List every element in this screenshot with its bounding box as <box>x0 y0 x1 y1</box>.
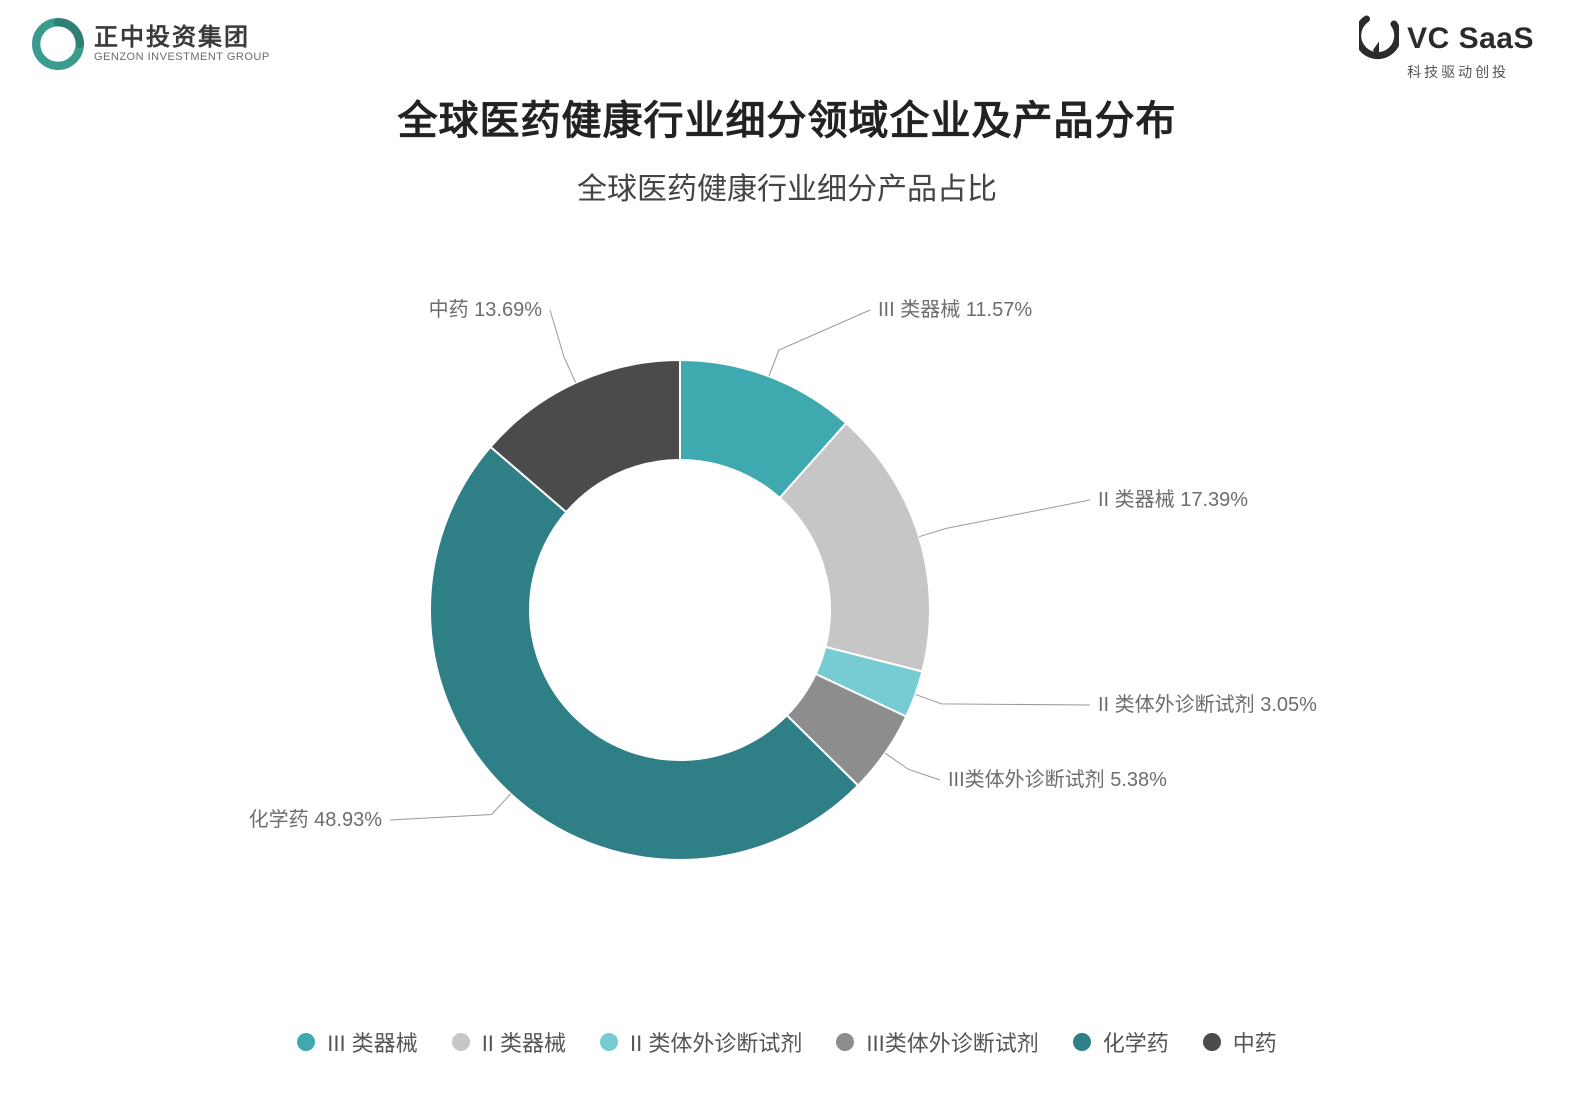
leader-s5 <box>390 794 511 820</box>
legend-swatch-s2 <box>452 1033 470 1051</box>
donut-chart: III 类器械 11.57% II 类器械 17.39% II 类体外诊断试剂 3.… <box>0 230 1574 930</box>
legend-item-s5: 化学药 <box>1073 1026 1169 1058</box>
genzon-logo-icon <box>32 18 84 70</box>
leader-s2 <box>919 500 1090 537</box>
legend-label-s6: 中药 <box>1233 1026 1277 1058</box>
page-subtitle: 全球医药健康行业细分产品占比 <box>0 164 1574 208</box>
legend-item-s6: 中药 <box>1203 1026 1277 1058</box>
legend-item-s2: II 类器械 <box>452 1026 566 1058</box>
genzon-logo-cn: 正中投资集团 <box>94 25 270 51</box>
slice-label-s4: III类体外诊断试剂 5.38% <box>948 768 1167 791</box>
legend-swatch-s3 <box>600 1033 618 1051</box>
legend: III 类器械 II 类器械 II 类体外诊断试剂 III类体外诊断试剂 化学药 中药 <box>0 1026 1574 1058</box>
slice-label-s6: 中药 13.69% <box>429 298 543 321</box>
genzon-logo: 正中投资集团 GENZON INVESTMENT GROUP <box>32 18 270 70</box>
legend-label-s3: II 类体外诊断试剂 <box>630 1026 802 1058</box>
legend-swatch-s1 <box>297 1033 315 1051</box>
legend-swatch-s4 <box>836 1033 854 1051</box>
slice-label-s3: II 类体外诊断试剂 3.05% <box>1098 693 1317 716</box>
leader-s6 <box>550 310 576 383</box>
legend-label-s1: III 类器械 <box>327 1026 417 1058</box>
legend-label-s5: 化学药 <box>1103 1026 1169 1058</box>
legend-swatch-s5 <box>1073 1033 1091 1051</box>
slice-label-s1: III 类器械 11.57% <box>878 298 1032 321</box>
page-title: 全球医药健康行业细分领域企业及产品分布 <box>0 88 1574 146</box>
title-block: 全球医药健康行业细分领域企业及产品分布 全球医药健康行业细分产品占比 <box>0 88 1574 208</box>
vcsaas-logo: VC SaaS 科技驱动创投 <box>1359 14 1534 82</box>
vcsaas-logo-main: VC SaaS <box>1407 22 1534 56</box>
genzon-logo-en: GENZON INVESTMENT GROUP <box>94 51 270 63</box>
leader-s1 <box>769 310 870 376</box>
legend-label-s4: III类体外诊断试剂 <box>866 1026 1038 1058</box>
donut-chart-area: III 类器械 11.57% II 类器械 17.39% II 类体外诊断试剂 3.… <box>0 230 1574 930</box>
legend-label-s2: II 类器械 <box>482 1026 566 1058</box>
slice-label-s5: 化学药 48.93% <box>249 808 383 831</box>
leader-s4 <box>885 753 940 780</box>
vcsaas-logo-icon <box>1359 14 1399 64</box>
legend-item-s3: II 类体外诊断试剂 <box>600 1026 802 1058</box>
leader-s3 <box>915 694 1090 705</box>
legend-item-s4: III类体外诊断试剂 <box>836 1026 1038 1058</box>
slice-label-s2: II 类器械 17.39% <box>1098 488 1248 511</box>
vcsaas-logo-sub: 科技驱动创投 <box>1407 62 1534 82</box>
legend-item-s1: III 类器械 <box>297 1026 417 1058</box>
legend-swatch-s6 <box>1203 1033 1221 1051</box>
